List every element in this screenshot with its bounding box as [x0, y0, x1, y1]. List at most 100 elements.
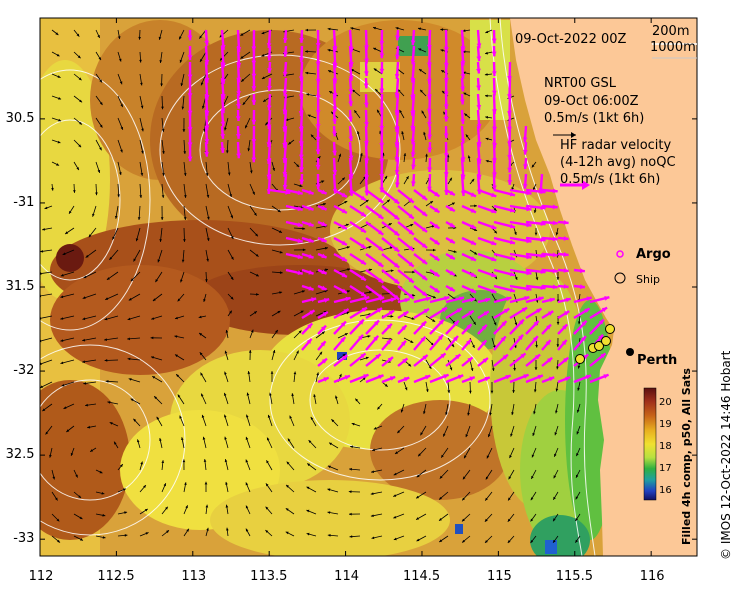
radar-arrow-head	[311, 297, 317, 302]
model-arrow-head	[279, 230, 282, 233]
model-arrow-head	[302, 248, 306, 252]
radar-arrow-head	[518, 334, 523, 340]
radar-arrow-head	[584, 308, 590, 313]
model-arrow-head	[464, 113, 468, 117]
radar-arrow-head	[408, 277, 414, 283]
model-arrow-head	[484, 518, 488, 522]
model-arrow-head	[118, 58, 122, 62]
radar-arrow-head	[470, 297, 476, 303]
model-arrow-head	[263, 99, 266, 102]
radar-arrow-head	[236, 153, 241, 159]
model-arrow-head	[423, 411, 426, 415]
model-arrow-head	[182, 459, 186, 463]
radar-arrow-head	[427, 167, 432, 173]
model-arrow-head	[321, 180, 325, 183]
model-arrow-head	[373, 68, 377, 72]
radar-arrow-head	[235, 116, 241, 121]
radar-arrow-head	[297, 270, 303, 275]
model-arrow-head	[245, 528, 249, 532]
radar-arrow-head	[456, 308, 462, 313]
model-arrow-head	[248, 350, 252, 353]
model-arrow-head	[338, 153, 342, 157]
model-arrow-head	[60, 339, 64, 342]
model-arrow-head	[372, 448, 375, 452]
model-arrow-head	[140, 461, 143, 465]
radar-arrow-head	[251, 86, 257, 91]
model-arrow-head	[242, 102, 246, 105]
model-arrow-head	[225, 481, 228, 485]
radar-arrow-head	[547, 311, 554, 316]
model-arrow-head	[469, 390, 472, 394]
radar-arrow-head	[378, 374, 384, 380]
radar-arrow-head	[204, 40, 210, 46]
model-arrow-head	[247, 148, 251, 152]
radar-arrow-head	[323, 377, 329, 382]
model-arrow-head	[349, 467, 352, 471]
model-arrow-head	[45, 431, 49, 435]
model-arrow-head	[346, 246, 350, 249]
model-arrow-head	[305, 28, 308, 32]
radar-arrow-head	[460, 99, 465, 105]
radar-arrow-head	[379, 296, 385, 301]
model-arrow-head	[317, 156, 321, 159]
model-arrow-head	[440, 49, 444, 52]
model-arrow-head	[555, 232, 559, 236]
radar-arrow-head	[552, 284, 558, 290]
model-arrow-head	[453, 250, 457, 253]
model-arrow-head	[70, 452, 74, 456]
model-arrow-head	[462, 50, 466, 54]
legend-argo-label: Argo	[636, 247, 671, 262]
radar-arrow-head	[470, 256, 476, 261]
model-arrow-head	[66, 429, 70, 432]
radar-arrow-head	[425, 375, 431, 380]
model-arrow-head	[443, 433, 446, 437]
model-arrow-head	[245, 125, 248, 129]
model-arrow-head	[240, 55, 244, 59]
model-arrow-head	[328, 70, 331, 73]
radar-arrow-head	[394, 170, 400, 175]
model-arrow-head	[416, 538, 420, 542]
radar-arrow-head	[565, 376, 571, 382]
model-arrow-head	[555, 388, 559, 392]
radar-arrow-head	[467, 357, 473, 363]
ship-markers	[575, 324, 615, 364]
model-arrow-head	[203, 459, 207, 462]
model-arrow-head	[184, 482, 187, 485]
model-arrow-head	[206, 527, 209, 531]
model-arrow-head	[412, 293, 416, 297]
model-arrow-head	[352, 89, 356, 93]
model-arrow-head	[51, 187, 54, 191]
radar-arrow-head	[321, 269, 327, 274]
x-tick-label: 114.5	[402, 569, 441, 584]
radar-arrow-head	[421, 195, 428, 200]
model-arrow-head	[56, 163, 60, 166]
radar-arrow-head	[509, 223, 515, 229]
model-arrow-head	[107, 401, 111, 404]
model-arrow-head	[403, 153, 407, 156]
model-arrow-head	[229, 194, 232, 197]
radar-arrow-head	[340, 337, 346, 343]
model-arrow-head	[533, 389, 537, 393]
radar-arrow-head	[386, 323, 392, 329]
radar-arrow-head	[308, 222, 314, 227]
radar-arrow-head	[387, 357, 393, 362]
model-arrow-head	[416, 517, 419, 520]
model-arrow-head	[355, 398, 359, 402]
radar-arrow-head	[390, 297, 396, 303]
radar-arrow-head	[402, 358, 408, 364]
radar-arrow-head	[251, 73, 257, 79]
model-arrow-head	[287, 438, 291, 442]
model-arrow-head	[140, 105, 144, 109]
radar-arrow-head	[187, 55, 193, 60]
radar-arrow-head	[395, 35, 400, 41]
radar-arrow-head	[341, 288, 347, 293]
radar-arrow-head	[340, 321, 346, 327]
model-arrow-head	[159, 438, 162, 441]
model-arrow-head	[302, 290, 305, 293]
model-arrow-head	[531, 454, 535, 458]
model-arrow-head	[200, 372, 203, 376]
model-arrow-head	[533, 210, 537, 213]
model-arrow-head	[122, 488, 126, 491]
radar-arrow-head	[443, 91, 449, 97]
radar-arrow-head	[476, 56, 482, 62]
